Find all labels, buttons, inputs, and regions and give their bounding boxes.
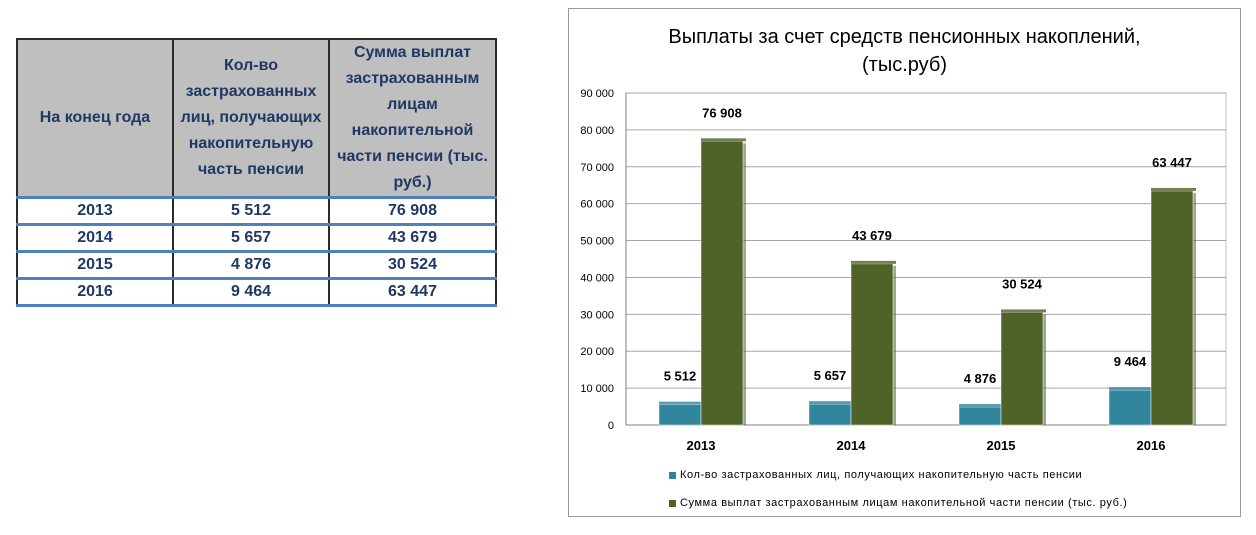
cell-sum: 30 524 [328,250,497,280]
data-table: На конец года Кол-во застрахованных лиц,… [16,38,497,307]
data-label: 76 908 [702,105,742,120]
y-tick-label: 60 000 [580,199,614,211]
bar [1108,389,1152,426]
chart-title-line-2: (тыс.руб) [862,54,947,76]
cell-year: 2015 [16,250,174,280]
chart-title-line-1: Выплаты за счет средств пенсионных накоп… [668,26,1141,48]
cell-year: 2016 [16,277,174,307]
y-tick-label: 70 000 [580,162,614,174]
cell-count: 9 464 [172,277,330,307]
bar-top [1151,187,1196,191]
legend-item-insured-count: Кол-во застрахованных лиц, получающих на… [669,467,1127,483]
bar-top [659,401,704,405]
bar-top [1001,309,1046,313]
x-tick-label: 2016 [1137,438,1166,453]
legend-label-payment-sum: Сумма выплат застрахованным лицам накопи… [680,497,1128,509]
chart-container: Выплаты за счет средств пенсионных накоп… [568,8,1241,517]
bar-depth [1193,192,1196,425]
bar-chart: 0 10 000 20 000 30 000 40 000 50 000 60 000 70 … [580,88,1227,453]
bar [658,404,702,426]
bar-depth [893,265,896,425]
header-payment-sum: Сумма выплат застрахованным лицам накопи… [328,38,497,199]
data-label: 4 876 [964,371,997,386]
cell-year: 2013 [16,196,174,226]
cell-year: 2014 [16,223,174,253]
bar [700,141,744,426]
y-tick-label: 20 000 [580,346,614,358]
y-tick-label: 10 000 [580,383,614,395]
chart-title: Выплаты за счет средств пенсионных накоп… [569,23,1240,79]
cell-sum: 76 908 [328,196,497,226]
legend-swatch-insured-count [669,471,676,479]
y-tick-label: 0 [608,420,614,432]
bar [850,263,894,426]
bar [1150,190,1194,426]
legend-label-insured-count: Кол-во застрахованных лиц, получающих на… [680,469,1083,481]
bar-depth [743,143,746,426]
data-label: 5 657 [814,368,847,383]
bar-top [851,260,896,264]
table-header-row: На конец года Кол-во застрахованных лиц,… [16,38,497,199]
header-year: На конец года [16,38,174,199]
cell-count: 5 512 [172,196,330,226]
bar [808,403,852,426]
data-label: 43 679 [852,228,892,243]
cell-sum: 63 447 [328,277,497,307]
table-row: 2016 9 464 63 447 [16,277,497,307]
y-tick-label: 90 000 [580,88,614,100]
cell-count: 4 876 [172,250,330,280]
data-label: 30 524 [1002,276,1043,291]
bar-top [809,401,854,405]
table-row: 2015 4 876 30 524 [16,250,497,280]
y-tick-label: 40 000 [580,272,614,284]
chart-legend: Кол-во застрахованных лиц, получающих на… [669,467,1127,523]
cell-count: 5 657 [172,223,330,253]
bar-top [1109,387,1154,391]
table-row: 2014 5 657 43 679 [16,223,497,253]
header-insured-count: Кол-во застрахованных лиц, получающих на… [172,38,330,199]
x-tick-label: 2014 [837,438,867,453]
cell-sum: 43 679 [328,223,497,253]
data-label: 9 464 [1114,354,1147,369]
x-tick-label: 2015 [987,438,1016,453]
bar [958,406,1002,426]
bar-top [959,404,1004,408]
bar-top [701,138,746,142]
table-row: 2013 5 512 76 908 [16,196,497,226]
data-label: 5 512 [664,369,697,384]
y-tick-label: 80 000 [580,125,614,137]
legend-swatch-payment-sum [669,499,676,507]
bar-depth [1043,314,1046,425]
data-label: 63 447 [1152,155,1192,170]
x-tick-label: 2013 [687,438,716,453]
legend-item-payment-sum: Сумма выплат застрахованным лицам накопи… [669,495,1127,511]
y-tick-label: 50 000 [580,236,614,248]
bar [1000,312,1044,426]
y-tick-label: 30 000 [580,309,614,321]
